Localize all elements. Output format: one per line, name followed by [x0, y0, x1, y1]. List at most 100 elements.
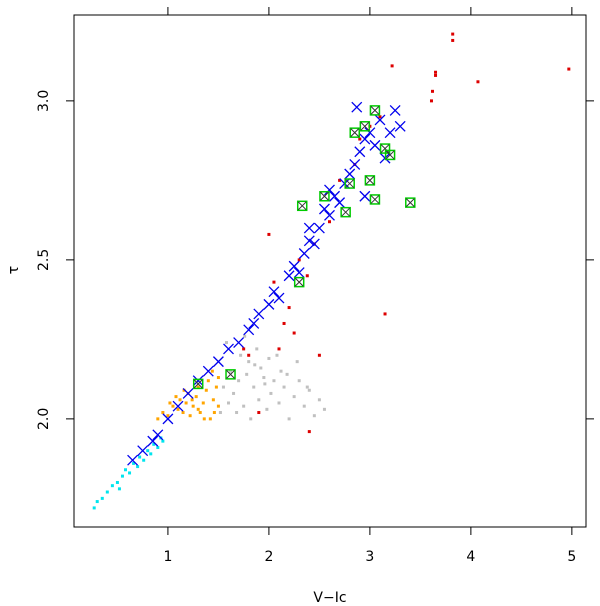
cross-stroke: [369, 139, 381, 151]
cross-stroke: [162, 413, 174, 425]
point: [327, 220, 331, 224]
cross-stroke: [293, 267, 305, 279]
cross-stroke: [172, 400, 184, 412]
box-outline: [369, 194, 381, 205]
box-cross: [370, 106, 380, 115]
point: [292, 331, 296, 335]
cross-point: [273, 292, 285, 304]
point: [194, 395, 198, 399]
point: [277, 401, 281, 405]
point: [257, 398, 261, 402]
box-cross: [380, 144, 390, 153]
box-outline: [340, 206, 351, 218]
cross-stroke: [233, 337, 245, 349]
cross-stroke: [308, 238, 320, 250]
cross-stroke: [137, 445, 149, 457]
cross-point: [313, 222, 325, 234]
cross-stroke: [389, 104, 401, 116]
point: [210, 369, 214, 373]
cross-point: [172, 400, 184, 412]
cross-point: [233, 337, 245, 349]
point: [378, 115, 382, 119]
point: [204, 388, 208, 392]
point: [149, 452, 153, 456]
point: [132, 461, 136, 465]
point: [322, 407, 326, 411]
point: [307, 388, 311, 392]
point: [237, 379, 241, 383]
box-cross: [341, 207, 351, 217]
cross-stroke: [359, 190, 371, 202]
cross-stroke: [243, 324, 255, 336]
x-tick-label: 5: [567, 549, 576, 565]
point: [567, 67, 571, 71]
point: [202, 417, 206, 421]
box-point: [364, 175, 376, 186]
x-tick-label: 1: [163, 549, 172, 565]
point: [272, 379, 276, 383]
box-outline: [293, 276, 305, 288]
point: [305, 385, 309, 389]
cross-stroke: [298, 248, 310, 259]
x-tick-label: 2: [264, 549, 273, 565]
plot-frame: [73, 14, 587, 528]
point: [190, 398, 194, 402]
cross-stroke: [248, 318, 260, 329]
point: [168, 401, 172, 405]
point: [295, 360, 299, 364]
point: [255, 347, 259, 351]
cross-point: [303, 222, 315, 234]
cross-stroke: [384, 127, 396, 139]
box-point: [225, 369, 236, 380]
point: [196, 385, 200, 389]
box-cross: [320, 191, 329, 201]
point: [191, 404, 195, 408]
box-outline: [344, 178, 355, 189]
box-outline: [296, 200, 308, 212]
point: [383, 312, 387, 316]
point: [216, 376, 220, 380]
point: [262, 376, 266, 380]
box-point: [384, 149, 396, 161]
point: [212, 411, 216, 415]
point: [92, 506, 96, 510]
point: [161, 411, 165, 415]
point: [451, 38, 455, 42]
cross-point: [359, 133, 371, 145]
point: [235, 411, 239, 415]
box-point: [369, 194, 381, 205]
point: [317, 398, 321, 402]
point: [196, 407, 200, 411]
point: [184, 401, 188, 405]
y-tick-label: 2.5: [36, 249, 52, 271]
cross-point: [369, 139, 381, 151]
point: [292, 395, 296, 399]
box-outline: [319, 191, 330, 202]
cross-point: [243, 324, 255, 336]
cross-point: [212, 356, 224, 368]
point: [272, 280, 276, 284]
cross-point: [192, 375, 204, 387]
cross-point: [384, 127, 396, 139]
point: [117, 487, 121, 491]
cross-point: [152, 429, 164, 441]
cross-stroke: [182, 387, 194, 399]
point: [201, 401, 205, 405]
point: [176, 407, 180, 411]
cross-point: [162, 413, 174, 425]
point: [188, 414, 192, 418]
cross-point: [147, 435, 159, 447]
box-outline: [192, 378, 204, 390]
cross-stroke: [212, 356, 224, 368]
point: [257, 411, 261, 415]
box-cross: [360, 121, 370, 131]
cross-stroke: [253, 308, 265, 320]
box-cross: [350, 128, 360, 138]
cross-point: [263, 298, 275, 310]
box-point: [340, 206, 351, 218]
point: [269, 391, 273, 395]
cross-point: [394, 120, 406, 132]
point: [156, 417, 160, 421]
y-axis-label: τ: [6, 266, 22, 274]
